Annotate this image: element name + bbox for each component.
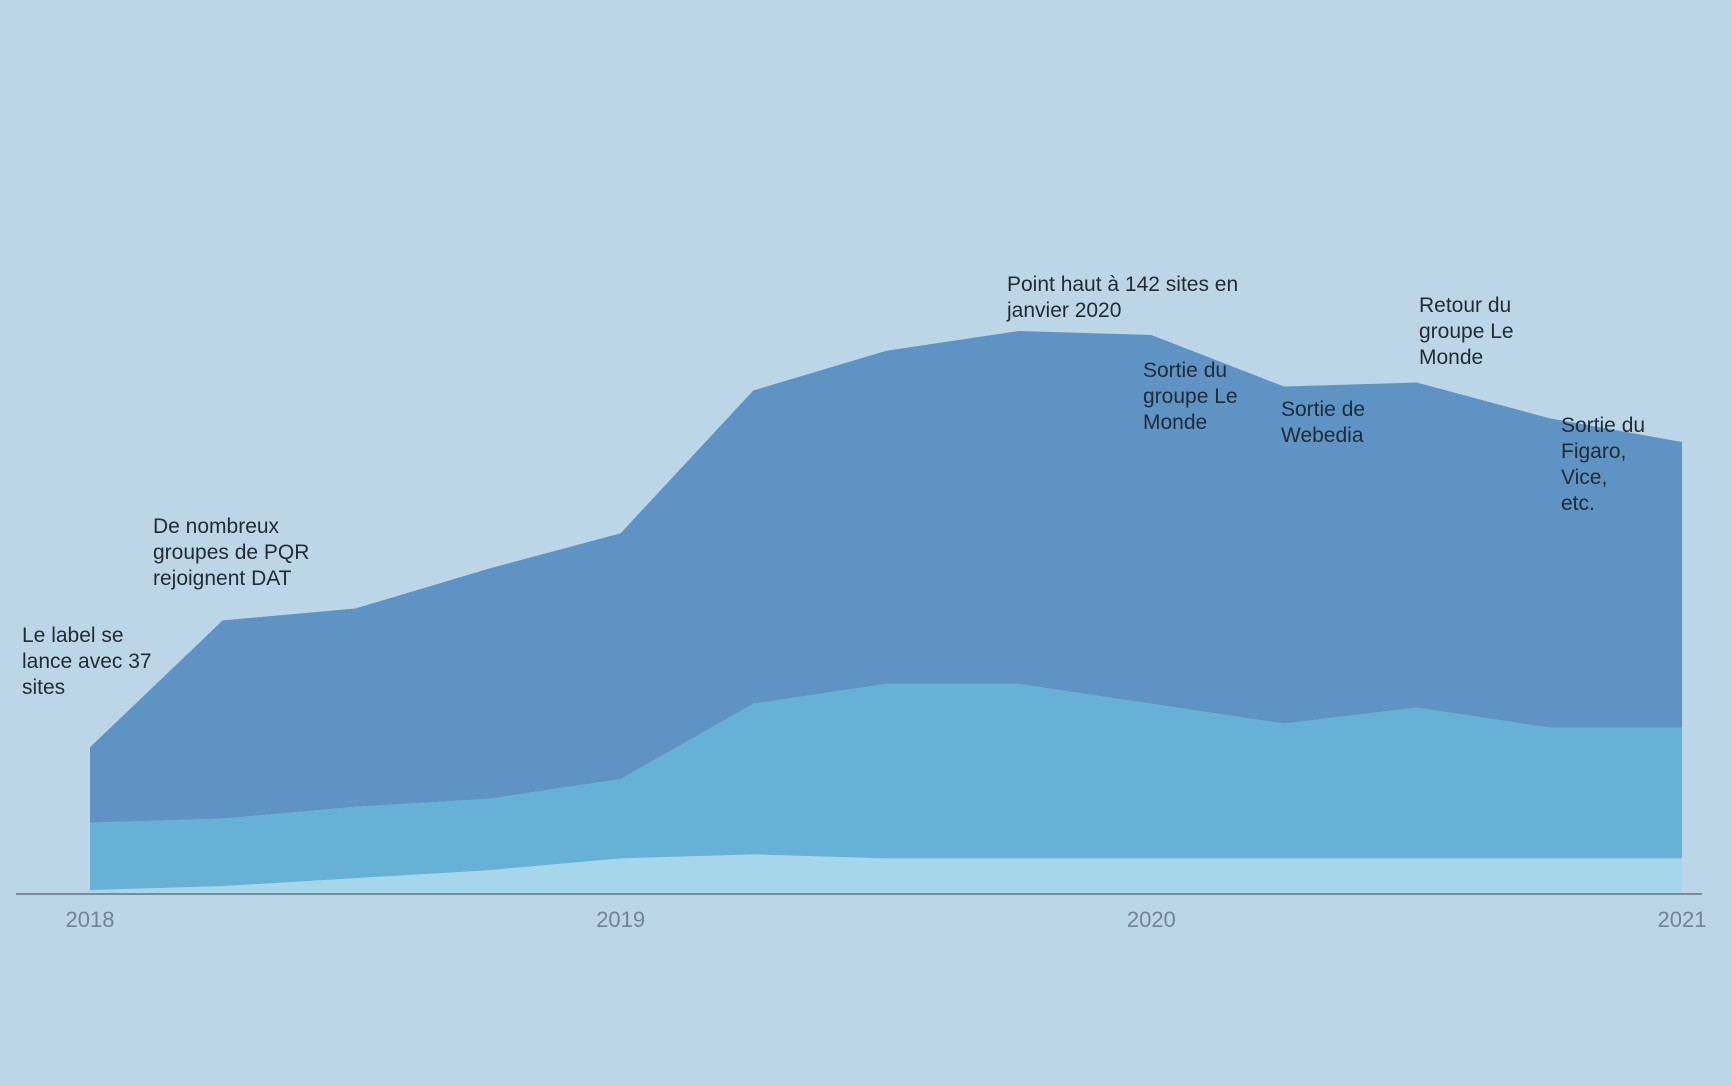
annotation-line: Sortie de: [1281, 398, 1365, 421]
series-area-bottom: [90, 854, 1682, 894]
annotation-line: Point haut à 142 sites en: [1007, 273, 1238, 296]
annotation-line: lance avec 37: [22, 650, 152, 673]
x-tick-label: 2019: [596, 907, 645, 932]
annotation-line: rejoignent DAT: [153, 567, 292, 590]
x-axis-ticks: 2018 2019 2020 2021: [66, 907, 1707, 932]
annotation: Le label se lance avec 37 sites: [22, 624, 152, 699]
annotations-layer: Le label se lance avec 37 sites De nombreux…: [22, 273, 1645, 699]
annotation-line: Monde: [1419, 346, 1483, 369]
annotation-line: Webedia: [1281, 424, 1364, 447]
x-tick-label: 2021: [1658, 907, 1707, 932]
x-tick-label: 2020: [1127, 907, 1176, 932]
series-area-top: [90, 331, 1682, 823]
annotation-line: De nombreux: [153, 515, 280, 538]
annotation-line: Figaro,: [1561, 440, 1626, 463]
annotation-line: groupes de PQR: [153, 541, 309, 564]
annotation: Retour du groupe Le Monde: [1419, 294, 1514, 369]
series-area-middle: [90, 683, 1682, 891]
annotation-line: sites: [22, 676, 65, 699]
annotation-line: etc.: [1561, 492, 1595, 515]
annotation: Point haut à 142 sites en janvier 2020: [1006, 273, 1238, 322]
annotation-line: Retour du: [1419, 294, 1511, 317]
annotation: Sortie du Figaro, Vice, etc.: [1561, 414, 1645, 515]
x-tick-label: 2018: [66, 907, 115, 932]
annotation-line: Monde: [1143, 411, 1207, 434]
annotation-line: janvier 2020: [1006, 299, 1121, 322]
annotation: Sortie du groupe Le Monde: [1143, 359, 1238, 434]
annotation-line: Sortie du: [1561, 414, 1645, 437]
annotation: De nombreux groupes de PQR rejoignent DAT: [153, 515, 309, 590]
areas-layer: [90, 331, 1682, 894]
annotation: Sortie de Webedia: [1281, 398, 1365, 447]
annotation-line: groupe Le: [1419, 320, 1514, 343]
annotation-line: Le label se: [22, 624, 124, 647]
annotation-line: groupe Le: [1143, 385, 1238, 408]
annotation-line: Sortie du: [1143, 359, 1227, 382]
annotation-line: Vice,: [1561, 466, 1607, 489]
